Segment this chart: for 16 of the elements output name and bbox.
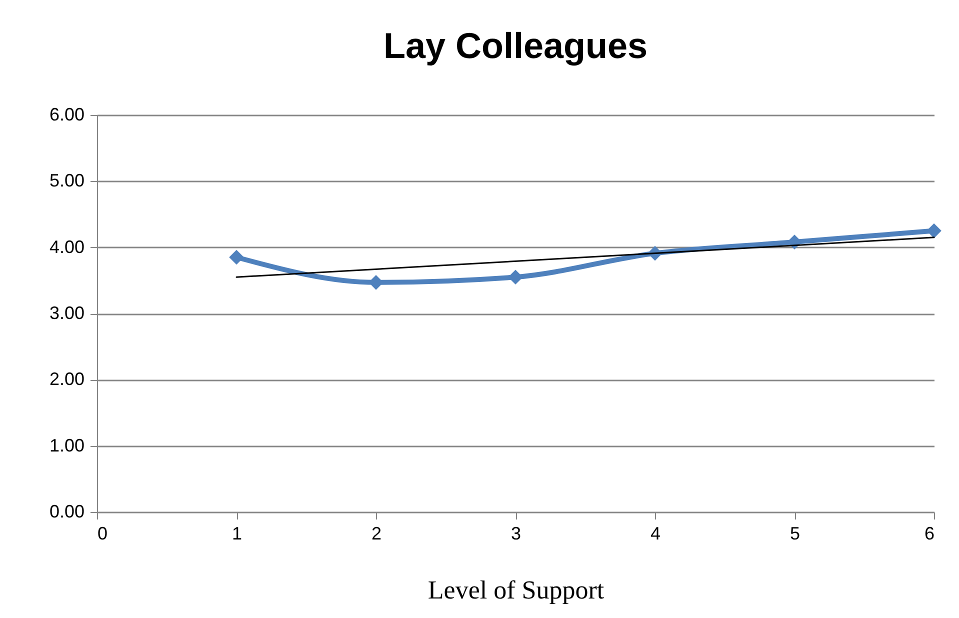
- y-tick-label: 3.00: [49, 303, 84, 323]
- x-tick-label: 2: [371, 524, 382, 544]
- x-tick-label: 0: [98, 524, 108, 544]
- x-tick-label: 3: [510, 524, 522, 544]
- y-tick-label: 6.00: [49, 104, 84, 124]
- x-tick-label: 4: [650, 524, 661, 544]
- x-tick-label: 5: [790, 524, 800, 544]
- y-tick-label: 0.00: [49, 502, 84, 522]
- x-tick-label: 6: [924, 524, 934, 544]
- y-tick-label: 4.00: [49, 236, 84, 257]
- x-axis-title: Level of Support: [428, 576, 605, 604]
- x-tick-label: 1: [232, 524, 242, 544]
- y-tick-label: 1.00: [49, 435, 84, 456]
- chart-title: Lay Colleagues: [383, 25, 648, 66]
- y-tick-label: 5.00: [49, 170, 84, 191]
- y-tick-label: 2.00: [49, 369, 84, 390]
